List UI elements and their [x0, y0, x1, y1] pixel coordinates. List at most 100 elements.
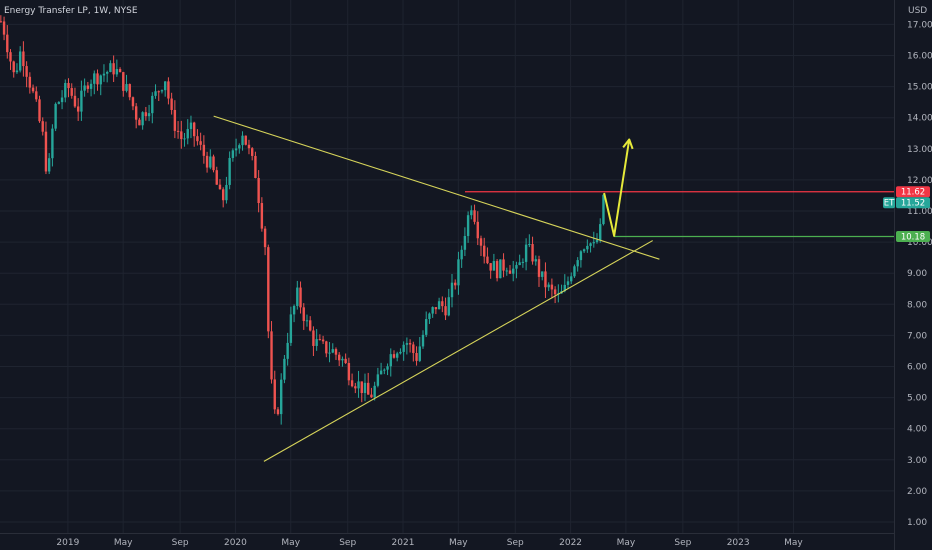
- candle-body: [212, 156, 215, 171]
- y-tick-label: 13.00: [907, 145, 932, 155]
- candle-body: [383, 369, 386, 371]
- candle-body: [350, 380, 354, 387]
- candle-body: [163, 81, 167, 91]
- x-tick-label: May: [449, 538, 468, 548]
- candle-body: [599, 224, 602, 241]
- candle-body: [428, 313, 431, 320]
- candle-body: [173, 109, 177, 131]
- y-tick-label: 3.00: [907, 456, 927, 466]
- candle-body: [157, 91, 160, 93]
- candle-body: [12, 61, 15, 73]
- candle-body: [192, 122, 196, 137]
- candle-body: [537, 259, 541, 277]
- candle-body: [134, 106, 138, 120]
- projection-arrowhead: [622, 138, 634, 150]
- candle-body: [592, 242, 595, 244]
- candle-body: [360, 381, 363, 394]
- candle-body: [373, 385, 376, 398]
- candle-body: [499, 259, 502, 279]
- candle-body: [57, 102, 61, 104]
- y-tick-label: 7.00: [907, 331, 927, 341]
- candle-body: [370, 394, 373, 398]
- candle-body: [296, 287, 299, 306]
- candle-body: [105, 71, 109, 74]
- candle-body: [244, 135, 247, 145]
- price-tag: [896, 197, 930, 209]
- candle-body: [115, 69, 119, 75]
- candle-body: [441, 301, 444, 307]
- candle-body: [318, 339, 322, 341]
- x-tick-label: Sep: [339, 538, 356, 548]
- candle-body: [241, 135, 244, 146]
- candle-body: [180, 131, 183, 140]
- price-tag-label: 11.62: [901, 188, 925, 198]
- candle-body: [64, 83, 67, 98]
- price-tag: [896, 231, 930, 243]
- y-tick-label: 9.00: [907, 269, 927, 279]
- y-tick-label: 14.00: [907, 114, 932, 124]
- candle-body: [125, 84, 128, 91]
- candle-body: [331, 349, 334, 353]
- candle-body: [112, 63, 115, 75]
- y-tick-label: 17.00: [907, 20, 932, 30]
- x-tick-label: 2022: [559, 538, 582, 548]
- candle-body: [305, 320, 309, 322]
- x-tick-label: 2020: [224, 538, 247, 548]
- candle-body: [379, 370, 383, 375]
- candle-body: [154, 91, 157, 96]
- candle-body: [41, 121, 44, 132]
- candle-body: [183, 138, 186, 140]
- x-tick-label: 2023: [727, 538, 750, 548]
- candle-body: [457, 259, 460, 286]
- candle-body: [263, 228, 267, 248]
- candle-body: [524, 244, 528, 262]
- x-tick-label: May: [281, 538, 300, 548]
- candle-body: [199, 141, 202, 145]
- candle-body: [367, 382, 370, 395]
- y-tick-label: 16.00: [907, 52, 932, 62]
- candle-body: [483, 245, 486, 257]
- candle-body: [315, 339, 318, 346]
- candle-body: [286, 342, 289, 359]
- candle-body: [447, 297, 450, 316]
- y-tick-label: 1.00: [907, 518, 927, 528]
- candle-body: [508, 270, 512, 274]
- projection-path[interactable]: [603, 139, 631, 237]
- candle-body: [505, 270, 508, 272]
- x-tick-label: Sep: [507, 538, 524, 548]
- candle-body: [334, 349, 338, 355]
- candle-body: [15, 70, 19, 73]
- y-tick-label: 11.00: [907, 207, 932, 217]
- candle-body: [589, 243, 592, 246]
- y-tick-label: 5.00: [907, 394, 927, 404]
- candle-body: [515, 265, 518, 269]
- candle-body: [176, 130, 180, 132]
- candle-body: [386, 366, 389, 370]
- candle-body: [131, 97, 135, 107]
- candle-body: [279, 379, 283, 415]
- y-tick-label: 6.00: [907, 363, 927, 373]
- trendline-descending[interactable]: [213, 115, 660, 260]
- candle-body: [434, 307, 438, 310]
- trendline-ascending[interactable]: [263, 240, 653, 462]
- candle-body: [341, 358, 344, 361]
- candle-body: [570, 276, 573, 282]
- candle-body: [89, 83, 93, 89]
- candle-body: [276, 409, 280, 415]
- candle-body: [205, 155, 209, 168]
- candle-body: [347, 363, 351, 381]
- candle-body: [218, 184, 222, 190]
- chart-title: Energy Transfer LP, 1W, NYSE: [4, 6, 138, 16]
- candle-body: [357, 381, 360, 389]
- candle-body: [260, 203, 264, 229]
- candle-body: [221, 189, 225, 201]
- candle-body: [257, 177, 260, 204]
- candle-body: [344, 358, 347, 364]
- candle-body: [563, 284, 566, 292]
- candle-body: [402, 344, 405, 352]
- x-tick-label: Sep: [172, 538, 189, 548]
- candle-body: [189, 122, 193, 130]
- candle-body: [415, 352, 418, 361]
